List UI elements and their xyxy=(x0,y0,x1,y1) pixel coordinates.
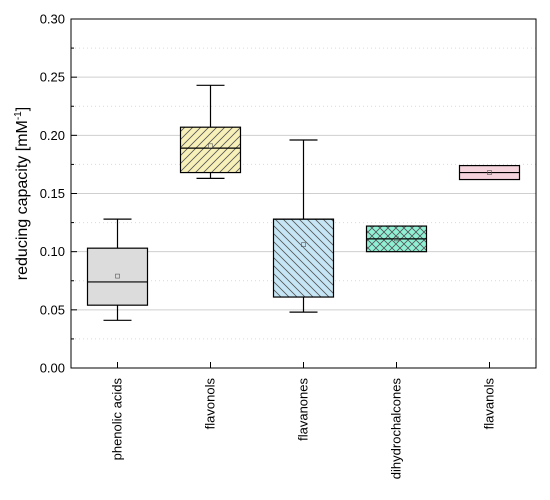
y-axis-label-superscript: -1 xyxy=(13,111,24,120)
y-tick-label: 0.00 xyxy=(40,361,65,376)
y-axis-label: reducing capacity [mM-1] xyxy=(13,107,31,280)
box-outline xyxy=(86,247,149,306)
y-tick-label: 0.30 xyxy=(40,12,65,27)
box-hatch xyxy=(273,219,334,298)
box-flavonols xyxy=(179,84,242,179)
box-flavanols xyxy=(458,164,521,181)
box-phenolic-acids xyxy=(86,218,149,321)
box-hatch xyxy=(180,127,241,173)
axes: 0.00 0.05 0.10 0.15 0.20 0.25 0.30 phenolic aci… xyxy=(40,12,497,480)
mean-marker xyxy=(301,242,306,247)
box-flavanones xyxy=(272,139,335,313)
x-tick-label: phenolic acids xyxy=(110,378,125,461)
mean-marker xyxy=(394,236,399,242)
box-plots xyxy=(86,84,521,321)
y-axis-label-close: ] xyxy=(14,107,31,111)
y-tick-label: 0.15 xyxy=(40,186,65,201)
x-tick-label: dihydrochalcones xyxy=(389,378,404,480)
box-dihydrochalcones xyxy=(365,225,428,253)
y-tick-label: 0.20 xyxy=(40,128,65,143)
x-tick-label: flavanones xyxy=(296,378,311,441)
y-tick-label: 0.25 xyxy=(40,70,65,85)
mean-marker xyxy=(487,170,492,175)
mean-marker xyxy=(208,143,213,149)
x-tick-label: flavonols xyxy=(203,378,218,430)
box-outline xyxy=(179,126,242,174)
y-tick-label: 0.05 xyxy=(40,302,65,317)
box-fill xyxy=(87,248,148,306)
y-tick-label: 0.10 xyxy=(40,244,65,259)
y-axis-label-main: reducing capacity [mM xyxy=(14,120,31,280)
mean-marker xyxy=(115,273,120,279)
x-tick-label: flavanols xyxy=(482,378,497,430)
